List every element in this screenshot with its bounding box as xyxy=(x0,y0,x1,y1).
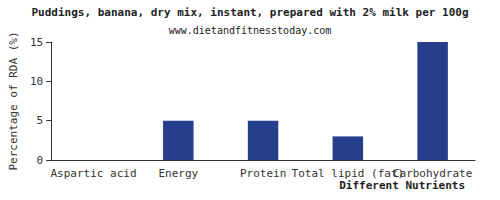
svg-text:Carbohydrate: Carbohydrate xyxy=(392,167,473,180)
svg-text:Aspartic acid: Aspartic acid xyxy=(50,167,136,180)
svg-text:Protein: Protein xyxy=(240,167,286,180)
svg-text:15: 15 xyxy=(30,36,43,49)
svg-text:Total lipid (fat): Total lipid (fat) xyxy=(291,167,405,180)
svg-text:Energy: Energy xyxy=(158,167,198,180)
svg-text:5: 5 xyxy=(37,114,44,127)
svg-text:0: 0 xyxy=(37,154,44,167)
svg-text:Puddings, banana, dry mix, ins: Puddings, banana, dry mix, instant, prep… xyxy=(31,6,468,19)
svg-text:www.dietandfitnesstoday.com: www.dietandfitnesstoday.com xyxy=(169,25,332,36)
svg-text:Different Nutrients: Different Nutrients xyxy=(339,179,465,192)
svg-text:10: 10 xyxy=(30,75,43,88)
svg-text:Percentage of RDA (%): Percentage of RDA (%) xyxy=(7,31,20,170)
